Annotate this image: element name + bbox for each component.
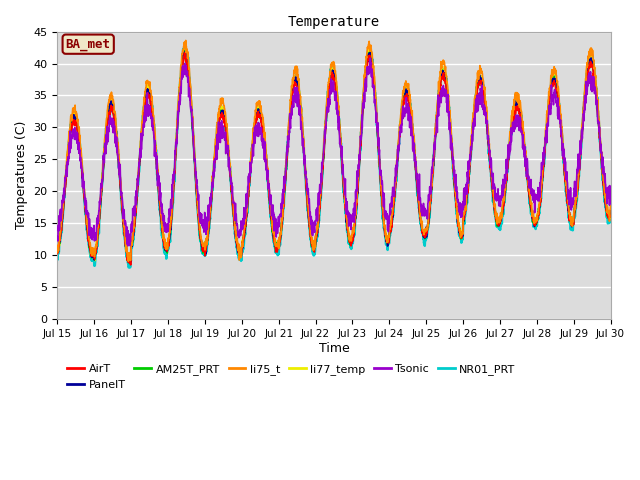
AM25T_PRT: [558, 136, 566, 142]
NR01_PRT: [558, 133, 566, 139]
AirT: [607, 213, 614, 218]
li77_temp: [181, 45, 189, 51]
NR01_PRT: [125, 264, 132, 270]
Line: li77_temp: li77_temp: [58, 48, 611, 261]
Title: Temperature: Temperature: [288, 15, 380, 29]
AirT: [54, 251, 61, 256]
NR01_PRT: [607, 218, 614, 224]
Tsonic: [573, 170, 581, 176]
li77_temp: [607, 208, 614, 214]
li77_temp: [54, 247, 61, 253]
li77_temp: [208, 185, 216, 191]
Line: PanelT: PanelT: [58, 52, 611, 263]
li77_temp: [126, 258, 134, 264]
li77_temp: [495, 217, 503, 223]
li75_t: [362, 53, 370, 59]
li75_t: [495, 220, 503, 226]
PanelT: [362, 61, 370, 67]
Line: li75_t: li75_t: [58, 40, 611, 261]
Tsonic: [54, 235, 61, 240]
li77_temp: [573, 185, 581, 191]
Tsonic: [495, 195, 503, 201]
PanelT: [54, 250, 61, 255]
AirT: [495, 220, 503, 226]
AM25T_PRT: [573, 187, 581, 193]
li75_t: [208, 175, 216, 181]
AirT: [208, 190, 216, 196]
NR01_PRT: [495, 226, 503, 232]
Tsonic: [558, 147, 566, 153]
li75_t: [573, 183, 581, 189]
AM25T_PRT: [208, 189, 216, 194]
PanelT: [208, 186, 216, 192]
PanelT: [125, 260, 133, 265]
NR01_PRT: [54, 251, 61, 257]
Legend: AirT, PanelT, AM25T_PRT, li75_t, li77_temp, Tsonic, NR01_PRT: AirT, PanelT, AM25T_PRT, li75_t, li77_te…: [63, 360, 520, 394]
AirT: [558, 136, 566, 142]
NR01_PRT: [351, 232, 358, 238]
PanelT: [351, 226, 358, 232]
Line: AM25T_PRT: AM25T_PRT: [58, 50, 611, 264]
li75_t: [125, 258, 132, 264]
li77_temp: [362, 59, 370, 65]
PanelT: [495, 223, 503, 228]
AM25T_PRT: [351, 224, 358, 230]
AM25T_PRT: [495, 217, 503, 223]
AirT: [351, 224, 358, 229]
NR01_PRT: [181, 44, 189, 50]
Tsonic: [607, 201, 614, 206]
X-axis label: Time: Time: [319, 342, 349, 355]
Line: NR01_PRT: NR01_PRT: [58, 47, 611, 267]
Tsonic: [124, 243, 132, 249]
AM25T_PRT: [54, 248, 61, 253]
AM25T_PRT: [126, 261, 134, 266]
AirT: [362, 67, 370, 73]
li77_temp: [558, 132, 566, 138]
Text: BA_met: BA_met: [66, 38, 111, 51]
Tsonic: [362, 78, 370, 84]
Line: AirT: AirT: [58, 53, 611, 265]
PanelT: [573, 188, 581, 193]
AM25T_PRT: [362, 58, 370, 63]
PanelT: [607, 207, 614, 213]
Tsonic: [350, 209, 358, 215]
li75_t: [351, 222, 358, 228]
PanelT: [181, 49, 189, 55]
Tsonic: [366, 55, 374, 61]
li75_t: [558, 131, 566, 136]
NR01_PRT: [362, 60, 370, 66]
Tsonic: [208, 186, 216, 192]
AirT: [573, 189, 581, 194]
AirT: [127, 262, 134, 268]
PanelT: [558, 140, 566, 146]
li75_t: [607, 203, 614, 208]
AM25T_PRT: [607, 213, 614, 218]
li75_t: [182, 37, 189, 43]
li77_temp: [351, 227, 358, 232]
Y-axis label: Temperatures (C): Temperatures (C): [15, 121, 28, 229]
NR01_PRT: [208, 183, 216, 189]
li75_t: [54, 250, 61, 255]
NR01_PRT: [573, 191, 581, 197]
AirT: [180, 50, 188, 56]
AM25T_PRT: [181, 48, 189, 53]
Line: Tsonic: Tsonic: [58, 58, 611, 246]
